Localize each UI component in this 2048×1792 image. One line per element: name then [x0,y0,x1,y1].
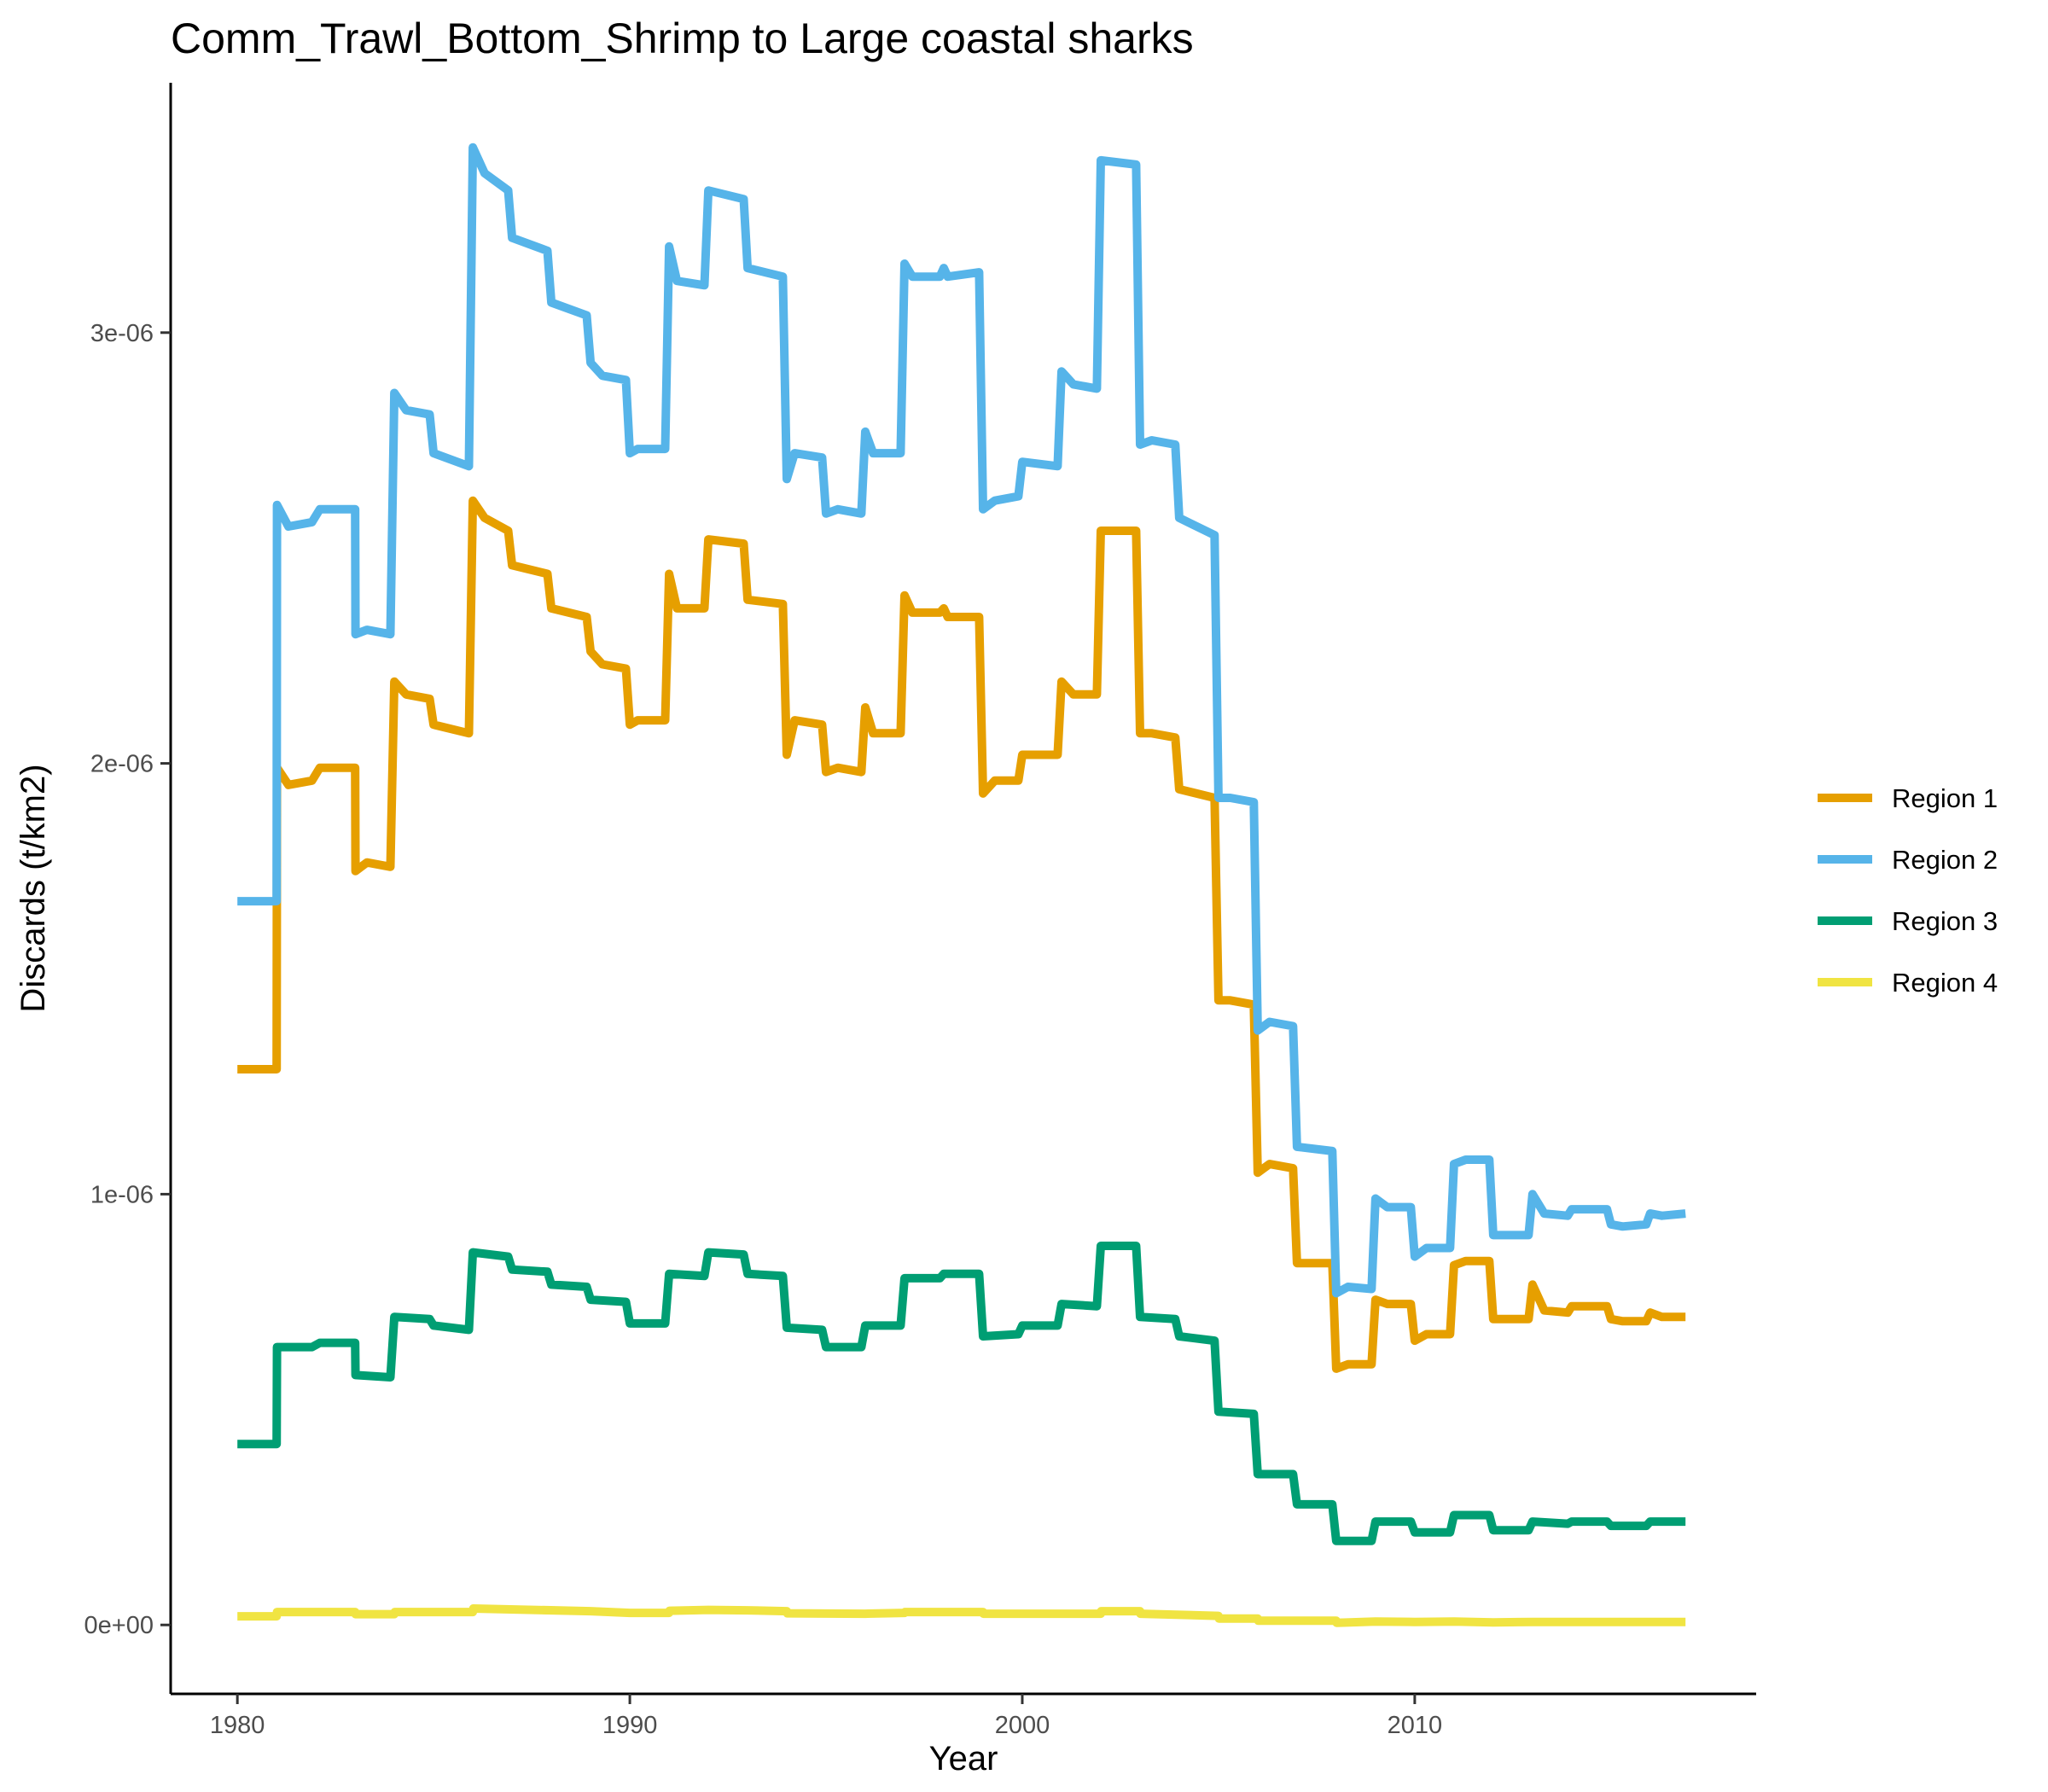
legend-label-region-4: Region 4 [1892,968,1998,998]
y-axis-ticks: 0e+00 1e-06 2e-06 3e-06 [84,320,171,1639]
x-tick-label: 1980 [210,1712,265,1739]
legend-label-region-2: Region 2 [1892,845,1998,875]
series-line-region-3 [237,1242,1686,1545]
y-tick-label: 2e-06 [90,751,154,778]
x-axis-title: Year [929,1740,998,1777]
legend: Region 1 Region 2 Region 3 Region 4 [1818,783,1998,998]
legend-label-region-1: Region 1 [1892,783,1998,813]
series-line-region-2 [237,143,1686,1298]
x-tick-label: 1990 [602,1712,658,1739]
y-tick-label: 3e-06 [90,320,154,347]
x-axis-ticks: 1980 1990 2000 2010 [210,1694,1442,1739]
series-layer [237,143,1686,1627]
plot-area: 1980 1990 2000 2010 0e+00 1e-06 2e-06 3e-06 [84,83,1756,1739]
series-line-region-4 [237,1604,1686,1627]
y-axis-title: Discards (t/km2) [15,764,52,1012]
y-tick-label: 0e+00 [84,1612,154,1639]
y-tick-label: 1e-06 [90,1181,154,1208]
chart-title: Comm_Trawl_Bottom_Shrimp to Large coasta… [171,15,1194,62]
x-tick-label: 2000 [995,1712,1050,1739]
x-tick-label: 2010 [1388,1712,1443,1739]
legend-label-region-3: Region 3 [1892,906,1998,936]
series-line-region-1 [237,496,1686,1373]
